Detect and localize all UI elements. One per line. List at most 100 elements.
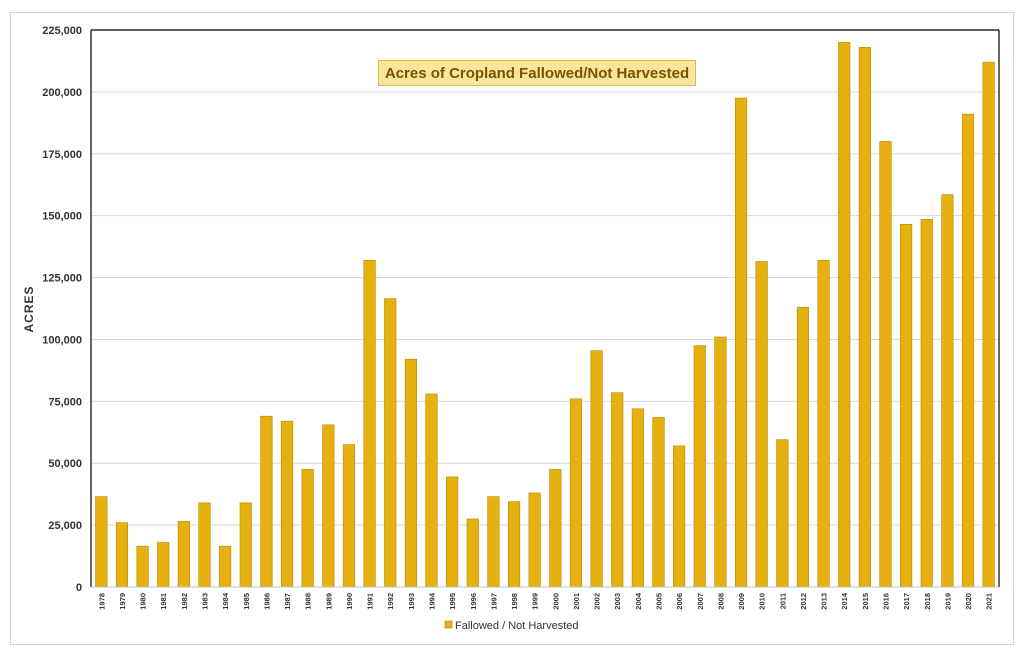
bar-1982: [177, 521, 190, 588]
x-tick-label: 2013: [820, 593, 829, 610]
chart-frame: 0 25,000 50,000 75,000 100,000 125,000 150,000…: [10, 12, 1014, 645]
bar-2010: [755, 261, 768, 588]
bar-1994: [425, 393, 438, 588]
bar-chart: 0 25,000 50,000 75,000 100,000 125,000 150,000…: [22, 25, 1000, 632]
bar-2019: [941, 194, 954, 588]
bar-1992: [384, 298, 397, 588]
x-tick-label: 1992: [386, 593, 395, 610]
legend: Fallowed / Not Harvested: [444, 620, 579, 632]
x-tick-label: 2007: [696, 593, 705, 610]
bar-1978: [95, 496, 108, 588]
x-tick-label: 1986: [262, 593, 271, 610]
x-tick-label: 1991: [366, 593, 375, 610]
bar-2018: [920, 219, 933, 588]
x-tick-label: 1982: [180, 593, 189, 610]
bar-1999: [528, 492, 541, 588]
x-tick-label: 2019: [943, 593, 952, 610]
bar-1984: [219, 545, 232, 588]
x-tick-label: 1989: [324, 593, 333, 610]
bar-1979: [115, 522, 129, 588]
bar-2000: [549, 469, 562, 588]
y-tick-label: 0: [76, 582, 82, 594]
y-axis-label: ACRES: [22, 285, 36, 332]
bar-2008: [714, 336, 727, 588]
bar-2006: [673, 445, 686, 588]
x-tick-label: 1995: [448, 593, 457, 610]
x-tick-label: 1984: [221, 592, 230, 610]
bar-2013: [817, 259, 830, 588]
x-tick-label: 2015: [861, 593, 870, 610]
x-tick-label: 2004: [634, 592, 643, 610]
axes: [90, 29, 1000, 588]
bar-2020: [961, 113, 975, 588]
x-tick-label: 2020: [964, 593, 973, 610]
bar-2011: [776, 439, 789, 588]
x-tick-label: 2018: [923, 593, 932, 610]
x-tick-label: 2016: [882, 593, 891, 610]
x-tick-label: 2002: [593, 593, 602, 610]
y-tick-label: 100,000: [42, 334, 82, 346]
bar-2016: [879, 141, 892, 588]
x-tick-label: 1985: [242, 593, 251, 610]
x-tick-label: 2021: [985, 593, 994, 610]
bar-2009: [734, 97, 748, 588]
x-tick-label: 1979: [118, 593, 127, 610]
y-tick-labels: 0 25,000 50,000 75,000 100,000 125,000 150,000…: [42, 25, 82, 594]
bar-1991: [363, 259, 376, 588]
bars: [95, 42, 995, 588]
x-tick-labels: 1978 1979 1980 1981 1982 1983 1984 1985 1986 1987…: [97, 592, 993, 610]
x-tick-label: 2012: [799, 593, 808, 610]
bar-2021: [982, 61, 995, 588]
x-tick-label: 1997: [489, 593, 498, 610]
x-tick-label: 2009: [737, 593, 746, 610]
y-tick-label: 150,000: [42, 211, 82, 223]
legend-label: Fallowed / Not Harvested: [455, 620, 579, 632]
bar-2003: [611, 392, 624, 588]
x-tick-label: 1999: [531, 593, 540, 610]
x-tick-label: 2006: [675, 593, 684, 610]
x-tick-label: 2000: [551, 593, 560, 610]
bar-2004: [631, 408, 644, 588]
bar-1981: [157, 542, 170, 588]
y-tick-label: 175,000: [42, 149, 82, 161]
x-tick-label: 2005: [655, 593, 664, 610]
x-tick-label: 1981: [159, 593, 168, 610]
x-tick-label: 1994: [428, 592, 437, 610]
bar-2007: [693, 345, 706, 588]
bar-1989: [322, 424, 335, 588]
x-tick-label: 2011: [778, 593, 787, 609]
bar-2015: [858, 47, 871, 588]
x-tick-label: 1978: [97, 593, 106, 610]
bar-1993: [404, 358, 417, 588]
bar-2001: [569, 398, 583, 588]
bar-1996: [466, 518, 479, 588]
y-tick-label: 225,000: [42, 25, 82, 37]
bar-1980: [136, 545, 149, 588]
y-tick-label: 125,000: [42, 273, 82, 285]
bar-1997: [487, 496, 500, 588]
y-tick-label: 50,000: [48, 458, 82, 470]
y-tick-label: 75,000: [48, 396, 82, 408]
bar-1990: [342, 444, 356, 588]
bar-1995: [446, 476, 459, 588]
bar-1998: [507, 501, 521, 588]
bar-2002: [590, 350, 603, 588]
bar-1987: [280, 420, 294, 588]
x-tick-label: 2010: [758, 593, 767, 610]
bar-1986: [260, 415, 273, 588]
bar-2005: [652, 417, 665, 588]
x-tick-label: 1988: [304, 593, 313, 610]
bar-1983: [198, 502, 211, 588]
bar-2014: [838, 42, 851, 588]
x-tick-label: 1983: [201, 593, 210, 610]
x-tick-label: 2017: [902, 593, 911, 610]
y-tick-label: 25,000: [48, 520, 82, 532]
x-tick-label: 2008: [716, 593, 725, 610]
bar-1985: [239, 502, 252, 588]
y-tick-label: 200,000: [42, 87, 82, 99]
x-tick-label: 1987: [283, 593, 292, 610]
x-tick-label: 2001: [572, 593, 581, 610]
x-tick-label: 2003: [613, 593, 622, 610]
chart-title: Acres of Cropland Fallowed/Not Harvested: [378, 60, 696, 86]
x-tick-label: 1996: [469, 593, 478, 610]
